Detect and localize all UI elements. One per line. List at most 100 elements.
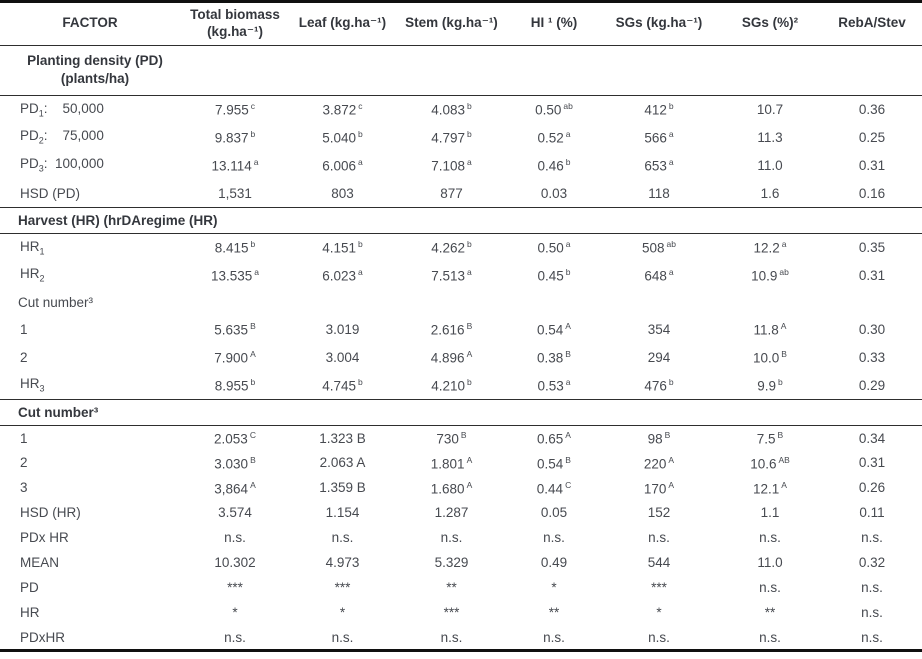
- section-row: Cut number³: [0, 399, 922, 426]
- table-row: HSD (HR) 3.574 1.154 1.287 0.05 152 1.1 0.11: [0, 500, 922, 525]
- column-header-text: SGs (%)²: [741, 15, 799, 31]
- value-cell: n.s.: [822, 525, 922, 550]
- row-label-text: MEAN: [20, 555, 60, 571]
- cell-value: 566: [644, 130, 667, 146]
- significance-letter: B: [460, 429, 467, 440]
- value-cell: **: [508, 600, 600, 625]
- value-cell: 1.154: [290, 500, 395, 525]
- value-cell: 11.0: [718, 550, 822, 575]
- row-label-value: : 75,000: [43, 128, 104, 144]
- significance-letter: a: [253, 157, 259, 167]
- row-label-text: HR: [20, 266, 40, 282]
- value-cell: 0.31: [822, 151, 922, 179]
- value-cell: 10.9 ab: [718, 261, 822, 289]
- value-cell: 4.797 b: [395, 123, 508, 151]
- significance-letter: C: [249, 429, 256, 440]
- cell-value: 0.25: [858, 129, 886, 145]
- value-cell: 7.5 B: [718, 425, 822, 450]
- significance-letter: a: [565, 129, 571, 139]
- value-cell: n.s.: [508, 625, 600, 650]
- significance-letter: a: [668, 157, 674, 167]
- value-cell: 0.34: [822, 425, 922, 450]
- significance-letter: ab: [779, 267, 789, 277]
- significance-letter: b: [565, 157, 571, 167]
- section-title: Cut number³: [0, 399, 922, 426]
- table-body: Planting density (PD) (plants/ha) PD1: 50,…: [0, 45, 922, 650]
- significance-letter: A: [466, 479, 473, 490]
- cell-value: 3.004: [325, 349, 360, 365]
- value-cell: 0.29: [822, 371, 922, 400]
- value-cell: 170 A: [600, 475, 718, 500]
- empty-cell: [600, 45, 718, 96]
- header-row: FACTOR Total biomass (kg.ha⁻¹) Leaf (kg.ha⁻…: [0, 1, 922, 46]
- column-header-text: Total biomass: [190, 7, 280, 22]
- significance-letter: c: [358, 101, 363, 112]
- value-cell: n.s.: [822, 575, 922, 600]
- value-cell: 1.680 A: [395, 475, 508, 500]
- empty-cell: [508, 45, 600, 96]
- cell-value: 1.1: [760, 505, 780, 521]
- column-header: Total biomass (kg.ha⁻¹): [180, 1, 290, 46]
- value-cell: 354: [600, 315, 718, 343]
- table-row: PDx HR n.s. n.s. n.s. n.s. n.s. n.s. n.s.: [0, 525, 922, 550]
- significance-letter: A: [466, 349, 473, 359]
- significance-letter: A: [250, 349, 256, 359]
- value-cell: 7.513 a: [395, 261, 508, 289]
- value-cell: 0.50 ab: [508, 95, 600, 123]
- value-cell: 0.38 B: [508, 343, 600, 371]
- cell-value: 9.837: [214, 130, 249, 146]
- value-cell: n.s.: [600, 525, 718, 550]
- section-row: Harvest (HR) (hrDAregime (HR): [0, 207, 922, 234]
- cell-value: 1.801: [430, 456, 465, 471]
- significance-letter: a: [668, 267, 674, 277]
- cell-value: 653: [644, 158, 667, 174]
- cell-value: 4.210: [431, 378, 466, 394]
- value-cell: 0.44 C: [508, 475, 600, 500]
- table-row: PDxHR n.s. n.s. n.s. n.s. n.s. n.s. n.s.: [0, 625, 922, 650]
- value-cell: 0.50 a: [508, 233, 600, 261]
- value-cell: ***: [290, 575, 395, 600]
- value-cell: 0.11: [822, 500, 922, 525]
- cell-value: 476: [644, 378, 667, 394]
- column-header-text: Stem (kg.ha⁻¹): [405, 15, 498, 31]
- significance-letter: A: [668, 479, 675, 490]
- cell-value: 0.26: [858, 480, 886, 496]
- cell-value: 0.50: [535, 102, 562, 118]
- section-row: Planting density (PD) (plants/ha): [0, 45, 922, 96]
- cell-value: 7.955: [214, 102, 249, 118]
- cell-value: 0.38: [537, 350, 564, 366]
- value-cell: 0.31: [822, 450, 922, 475]
- significance-letter: AB: [778, 454, 790, 465]
- cell-value: 4.083: [431, 102, 466, 118]
- value-cell: 10.0 B: [718, 343, 822, 371]
- value-cell: 544: [600, 550, 718, 575]
- cell-value: 0.46: [537, 158, 564, 174]
- value-cell: 10.7: [718, 95, 822, 123]
- column-header: SGs (kg.ha⁻¹): [600, 1, 718, 46]
- cell-value: 1.287: [434, 505, 469, 521]
- significance-letter: A: [466, 454, 473, 465]
- value-cell: 0.03: [508, 179, 600, 208]
- cell-value: n.s.: [543, 530, 565, 546]
- cell-value: 13.114: [211, 158, 252, 174]
- significance-letter: b: [668, 376, 674, 387]
- significance-letter: b: [250, 129, 256, 139]
- cell-value: 1.323 B: [319, 430, 366, 446]
- row-label: HR: [0, 600, 180, 625]
- cell-value: 2.053: [214, 431, 248, 447]
- significance-letter: b: [358, 129, 363, 139]
- row-label-text: PD: [20, 128, 39, 144]
- value-cell: n.s.: [290, 525, 395, 550]
- cell-value: 11.8: [753, 322, 779, 338]
- row-label-text: 2: [20, 455, 28, 471]
- row-label: HSD (HR): [0, 500, 180, 525]
- cell-value: n.s.: [759, 530, 781, 546]
- table-row: HR * * *** ** * ** n.s.: [0, 600, 922, 625]
- cell-value: 118: [648, 185, 670, 201]
- value-cell: ***: [395, 600, 508, 625]
- significance-letter: a: [565, 239, 571, 250]
- row-label: 2: [0, 450, 180, 475]
- significance-letter: a: [467, 157, 472, 167]
- cell-value: *: [656, 605, 662, 621]
- cell-value: 877: [440, 185, 463, 201]
